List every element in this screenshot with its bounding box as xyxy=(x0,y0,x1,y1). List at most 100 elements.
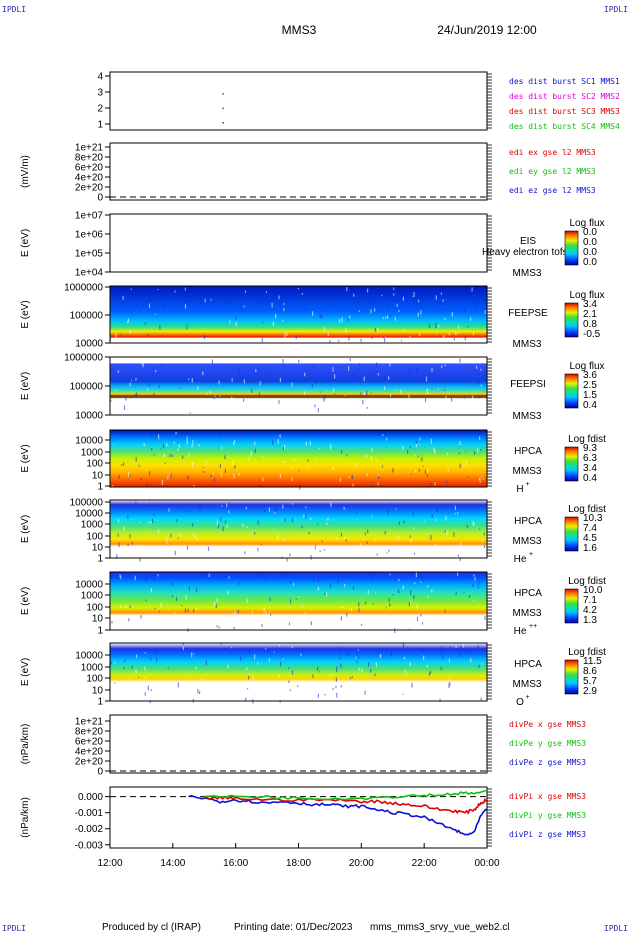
texture-mark xyxy=(144,322,146,325)
texture-mark xyxy=(406,673,408,676)
texture-mark xyxy=(256,572,258,577)
texture-mark xyxy=(170,473,172,478)
texture-mark xyxy=(235,467,237,471)
texture-mark xyxy=(211,627,213,629)
texture-mark xyxy=(188,404,191,410)
texture-mark xyxy=(206,392,208,395)
texture-mark xyxy=(391,652,393,657)
texture-mark xyxy=(268,658,270,662)
texture-mark xyxy=(459,440,461,446)
texture-mark xyxy=(117,533,119,537)
texture-mark xyxy=(350,338,352,340)
texture-mark xyxy=(273,465,276,466)
texture-mark xyxy=(395,404,397,406)
texture-mark xyxy=(364,532,366,536)
texture-mark xyxy=(156,657,158,662)
texture-mark xyxy=(298,359,300,363)
texture-mark xyxy=(224,468,226,473)
texture-mark xyxy=(152,518,154,524)
texture-mark xyxy=(468,359,470,361)
texture-mark xyxy=(265,303,268,305)
texture-mark xyxy=(316,523,319,525)
texture-mark xyxy=(420,338,422,343)
texture-mark xyxy=(300,653,302,656)
colorbar xyxy=(564,659,579,695)
texture-mark xyxy=(424,469,427,474)
texture-mark xyxy=(265,291,268,294)
texture-mark xyxy=(457,572,459,576)
texture-mark xyxy=(446,530,448,535)
texture-mark xyxy=(291,502,294,505)
colorbar-tick-label: 0.8 xyxy=(583,319,597,330)
y-tick-label: 2e+20 xyxy=(75,183,104,194)
texture-mark xyxy=(472,521,474,526)
texture-mark xyxy=(477,645,479,649)
texture-mark xyxy=(135,694,137,697)
texture-mark xyxy=(257,368,259,370)
y-tick-label: 10 xyxy=(92,614,104,625)
texture-mark xyxy=(176,519,178,522)
texture-mark xyxy=(408,601,410,607)
texture-mark xyxy=(226,503,228,508)
colorbar-tick-label: 7.1 xyxy=(583,595,597,606)
texture-mark xyxy=(434,543,436,547)
texture-mark xyxy=(426,664,428,668)
texture-mark xyxy=(463,397,465,399)
spectrogram-texture xyxy=(112,500,486,562)
colorbar xyxy=(564,588,579,624)
texture-mark xyxy=(273,529,275,531)
texture-mark xyxy=(184,303,187,309)
texture-mark xyxy=(416,604,418,609)
y-tick-label: 1 xyxy=(97,626,103,637)
x-tick-label: 18:00 xyxy=(286,858,311,869)
texture-mark xyxy=(387,509,389,515)
texture-mark xyxy=(220,643,222,646)
texture-mark xyxy=(230,627,232,631)
texture-mark xyxy=(113,369,115,371)
texture-mark xyxy=(416,616,419,622)
texture-mark xyxy=(437,288,439,293)
texture-mark xyxy=(150,588,153,593)
texture-mark xyxy=(131,665,133,669)
texture-mark xyxy=(373,289,375,293)
texture-mark xyxy=(250,451,252,457)
colorbar-tick-label: 0.4 xyxy=(583,400,597,411)
texture-mark xyxy=(350,607,353,611)
texture-mark xyxy=(392,468,394,472)
texture-mark xyxy=(220,471,222,475)
texture-mark xyxy=(344,584,346,588)
texture-mark xyxy=(282,359,284,363)
texture-mark xyxy=(431,589,433,593)
texture-mark xyxy=(164,682,166,685)
texture-mark xyxy=(203,470,205,473)
texture-mark xyxy=(346,286,348,292)
texture-mark xyxy=(422,577,424,582)
texture-mark xyxy=(250,409,252,414)
texture-mark xyxy=(234,611,236,617)
texture-mark xyxy=(293,458,295,462)
texture-mark xyxy=(282,319,284,322)
texture-mark xyxy=(148,471,151,476)
texture-mark xyxy=(295,505,297,508)
x-tick-label: 20:00 xyxy=(349,858,374,869)
footer-produced: Produced by cl (IRAP) xyxy=(102,922,201,933)
texture-mark xyxy=(417,312,419,317)
texture-mark xyxy=(242,523,244,528)
texture-mark xyxy=(472,395,474,400)
texture-mark xyxy=(412,511,414,517)
texture-mark xyxy=(241,309,243,313)
texture-mark xyxy=(134,575,136,581)
texture-mark xyxy=(150,689,152,691)
texture-mark xyxy=(277,439,279,444)
texture-mark xyxy=(413,552,416,555)
texture-mark xyxy=(442,335,445,341)
texture-mark xyxy=(241,375,243,377)
texture-mark xyxy=(140,615,142,619)
y-tick-label: 10000 xyxy=(75,339,103,350)
texture-mark xyxy=(444,609,446,611)
y-tick-label: 1000 xyxy=(81,520,104,531)
texture-mark xyxy=(127,471,130,477)
texture-mark xyxy=(254,532,256,535)
texture-mark xyxy=(434,482,436,486)
